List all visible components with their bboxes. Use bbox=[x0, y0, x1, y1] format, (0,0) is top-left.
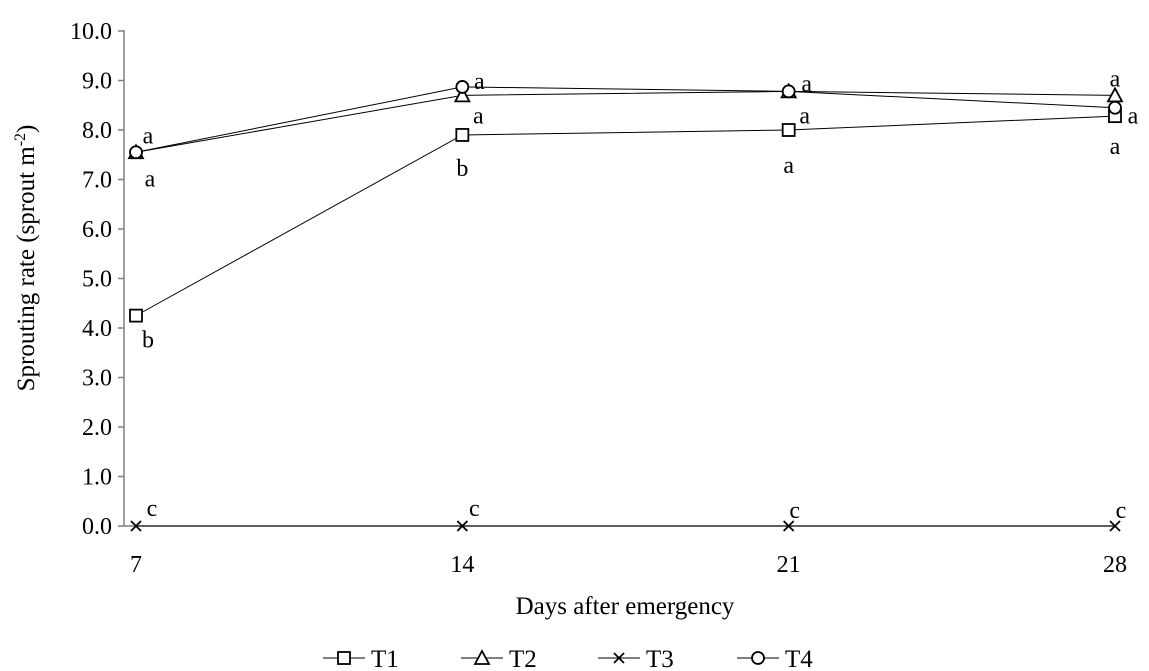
legend-label: T3 bbox=[646, 646, 674, 671]
data-point-t4 bbox=[455, 80, 470, 94]
significance-label-t1: b bbox=[456, 156, 468, 182]
y-axis-title-main: Sprouting rate (sprout m bbox=[13, 146, 40, 392]
y-tick-label: 0.0 bbox=[82, 514, 112, 540]
significance-label-t2: a bbox=[145, 166, 156, 192]
significance-label-t4: a bbox=[801, 71, 812, 97]
legend-item-t1: T1 bbox=[323, 646, 399, 671]
x-tick-label: 7 bbox=[130, 552, 142, 578]
y-tick-label: 5.0 bbox=[82, 267, 112, 293]
significance-label-t2: a bbox=[1110, 66, 1121, 92]
series-lines bbox=[135, 86, 1116, 527]
significance-label-t1: a bbox=[783, 153, 794, 179]
significance-label-t1: b bbox=[142, 328, 154, 354]
significance-label-t2: a bbox=[473, 103, 484, 129]
data-point-t1 bbox=[129, 308, 143, 323]
legend-marker-t3 bbox=[613, 652, 625, 664]
legend-label: T4 bbox=[785, 646, 813, 671]
series-markers bbox=[127, 80, 1124, 532]
significance-label-t3: c bbox=[469, 496, 480, 522]
y-tick-label: 1.0 bbox=[82, 465, 112, 491]
significance-label-t3: c bbox=[147, 496, 158, 522]
y-tick-label: 6.0 bbox=[82, 217, 112, 243]
y-axis-title: Sprouting rate (sprout m-2) bbox=[12, 125, 40, 392]
axes bbox=[118, 30, 1115, 527]
y-tick-label: 10.0 bbox=[70, 19, 112, 45]
data-point-t4 bbox=[781, 84, 796, 99]
legend: T1 T2 T3 T4 bbox=[323, 646, 813, 671]
x-tick-label: 28 bbox=[1103, 552, 1127, 578]
x-tick-labels: 7 14 21 28 bbox=[130, 552, 1127, 578]
series-line-t1 bbox=[135, 115, 1116, 317]
legend-item-t3: T3 bbox=[598, 646, 674, 671]
data-point-t4 bbox=[1108, 100, 1122, 115]
legend-marker-t2 bbox=[473, 649, 491, 665]
legend-marker-t4 bbox=[751, 651, 765, 665]
y-axis-title-end: ) bbox=[13, 125, 40, 133]
significance-label-t4: a bbox=[143, 123, 154, 149]
x-tick-label: 14 bbox=[450, 552, 474, 578]
data-point-t2 bbox=[453, 86, 471, 103]
y-tick-labels: 0.0 1.0 2.0 3.0 4.0 5.0 6.0 7.0 8.0 9.0 10.0 bbox=[70, 19, 112, 540]
data-point-t3 bbox=[130, 520, 142, 532]
legend-item-t4: T4 bbox=[737, 646, 813, 671]
y-tick-label: 9.0 bbox=[82, 69, 112, 95]
data-point-t3 bbox=[783, 520, 795, 532]
data-point-t1 bbox=[781, 123, 796, 137]
y-tick-label: 4.0 bbox=[82, 316, 112, 342]
significance-label-t4: a bbox=[1128, 104, 1139, 130]
significance-label-t1: a bbox=[1110, 134, 1121, 160]
y-axis-title-superscript: -2 bbox=[12, 133, 29, 146]
x-tick-label: 21 bbox=[777, 552, 801, 578]
significance-label-t3: c bbox=[789, 498, 800, 524]
data-point-t1 bbox=[455, 128, 470, 142]
legend-marker-t1 bbox=[337, 651, 351, 665]
legend-item-t2: T2 bbox=[461, 646, 537, 671]
y-tick-label: 3.0 bbox=[82, 366, 112, 392]
significance-label-t3: c bbox=[1116, 498, 1127, 524]
x-axis-title: Days after emergency bbox=[516, 593, 735, 620]
legend-label: T1 bbox=[371, 646, 399, 671]
legend-label: T2 bbox=[509, 646, 537, 671]
significance-label-t2: a bbox=[799, 103, 810, 129]
data-point-t3 bbox=[1109, 520, 1121, 532]
significance-label-t4: a bbox=[474, 69, 485, 95]
data-point-t3 bbox=[456, 520, 468, 532]
series-line-t2 bbox=[135, 90, 1116, 153]
data-point-t4 bbox=[129, 145, 143, 160]
y-tick-label: 8.0 bbox=[82, 118, 112, 144]
series-line-t4 bbox=[135, 86, 1116, 153]
y-tick-label: 7.0 bbox=[82, 168, 112, 194]
y-tick-label: 2.0 bbox=[82, 415, 112, 441]
